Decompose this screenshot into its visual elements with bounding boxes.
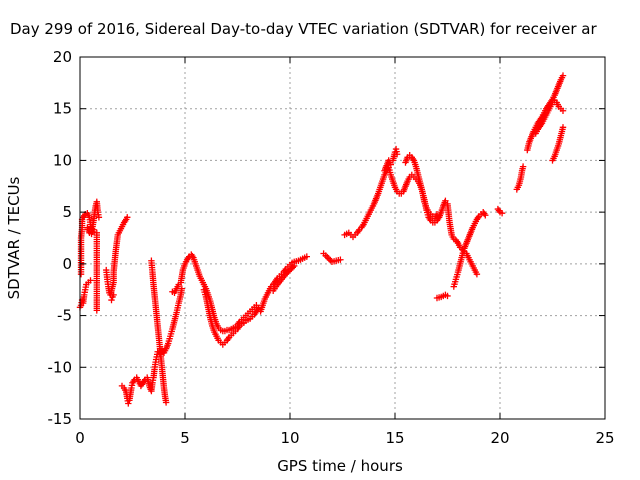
plot-frame (79, 56, 606, 420)
x-tick-label: 20 (490, 429, 509, 447)
data-point (498, 209, 506, 217)
x-tick-label: 0 (75, 429, 85, 447)
data-point (291, 262, 298, 270)
x-tick-label: 15 (385, 429, 404, 447)
data-point (324, 253, 331, 261)
x-axis-label: GPS time / hours (277, 457, 403, 475)
y-tick-label: 10 (53, 151, 72, 169)
y-tick-label: 15 (53, 100, 72, 118)
x-tick-label: 5 (180, 429, 190, 447)
data-point (337, 256, 344, 263)
data-point (559, 72, 567, 79)
y-tick-label: 5 (62, 203, 72, 221)
data-point (473, 271, 481, 278)
x-tick-label: 25 (595, 429, 614, 447)
data-point (124, 214, 131, 221)
chart-title: Day 299 of 2016, Sidereal Day-to-day VTE… (10, 20, 597, 38)
data-point (95, 214, 103, 221)
data-point (482, 212, 489, 219)
data-point (519, 163, 527, 170)
y-tick-label: -15 (48, 410, 73, 428)
data-point (87, 277, 94, 284)
data-point (559, 124, 567, 131)
data-point (289, 264, 296, 271)
data-point (303, 253, 310, 260)
grid-lines (80, 57, 605, 419)
data-point (387, 161, 394, 168)
data-point (162, 399, 170, 406)
y-tick-label: 20 (53, 48, 72, 66)
axis-ticks: 0 5 10 15 20 25 -15 -10 -5 0 5 10 15 20 (48, 48, 615, 447)
y-tick-label: 0 (62, 255, 72, 273)
data-point (90, 226, 97, 233)
y-axis-label: SDTVAR / TECUs (5, 176, 23, 299)
data-point (355, 228, 362, 235)
data-point (559, 107, 567, 114)
data-point (110, 291, 117, 299)
data-point (125, 400, 132, 407)
data-point (327, 257, 334, 264)
x-tick-label: 10 (280, 429, 299, 447)
data-point (224, 335, 232, 343)
data-point (444, 292, 451, 300)
data-points (76, 72, 567, 407)
data-point (433, 211, 441, 218)
y-tick-label: -5 (57, 307, 72, 325)
data-point (108, 296, 115, 304)
y-tick-label: -10 (48, 358, 73, 376)
data-point (393, 151, 401, 158)
data-point (93, 307, 100, 314)
